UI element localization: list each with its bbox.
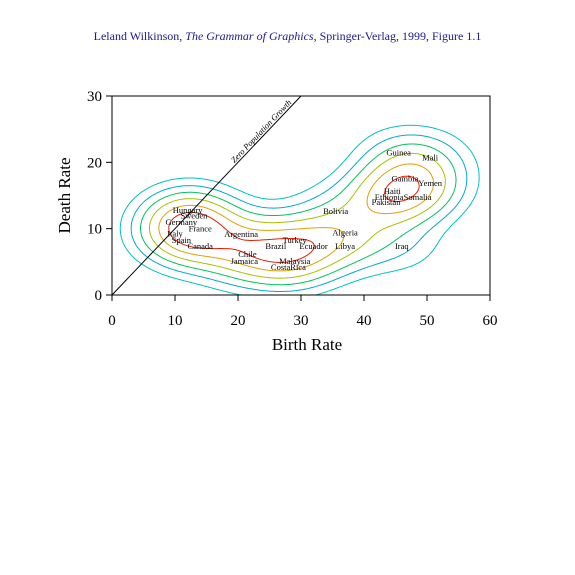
x-axis-label: Birth Rate [272, 335, 342, 354]
density-contour-1 [119, 124, 480, 296]
axes: 0 10 20 30 40 50 60 0 10 20 30 Birth Rate Death Rate [55, 89, 498, 354]
country-label-canada: Canada [187, 241, 213, 251]
x-tick-label: 20 [231, 313, 246, 329]
country-label-spain: Spain [172, 235, 192, 245]
country-label-jamaica: Jamaica [231, 256, 259, 266]
country-label-germany: Germany [165, 217, 197, 227]
country-label-italy: Italy [167, 228, 183, 238]
y-tick-label: 10 [87, 222, 102, 238]
density-contour-5 [158, 163, 435, 272]
density-contour-4 [149, 152, 446, 279]
country-label-haiti: Haiti [384, 186, 402, 196]
country-label-malaysia: Malaysia [279, 256, 310, 266]
country-label-hungary: Hungary [173, 205, 203, 215]
country-label-ecuador: Ecuador [299, 241, 327, 251]
country-label-ethiopia: Ethiopia [375, 192, 404, 202]
x-tick-label: 60 [483, 313, 498, 329]
y-tick-label: 0 [95, 288, 103, 304]
zpg-line [111, 95, 302, 296]
country-label-somalia: Somalia [404, 192, 432, 202]
country-label-gambia: Gambia [391, 173, 418, 183]
country-label-chile: Chile [238, 249, 257, 259]
caption-publisher: , Springer-Verlag, 1999, Figure 1.1 [313, 29, 482, 43]
density-contour-2 [130, 134, 468, 292]
country-label-sweden: Sweden [180, 210, 208, 220]
caption-book-title: The Grammar of Graphics [185, 29, 314, 43]
x-tick-label: 10 [168, 313, 183, 329]
figure-caption: Leland Wilkinson, The Grammar of Graphic… [0, 29, 575, 44]
country-label-yemen: Yemen [418, 178, 442, 188]
country-label-turkey: Turkey [283, 235, 308, 245]
country-label-bolivia: Bolivia [323, 206, 348, 216]
country-label-algeria: Algeria [332, 228, 358, 238]
country-label-pakistan: Pakistan [372, 197, 402, 207]
y-tick-label: 30 [87, 89, 102, 105]
country-label-mali: Mali [422, 153, 439, 163]
y-axis-label: Death Rate [55, 158, 74, 234]
density-contours [119, 124, 480, 296]
country-label-brazil: Brazil [265, 241, 286, 251]
y-tick-label: 20 [87, 155, 102, 171]
x-tick-label: 40 [357, 313, 372, 329]
x-tick-label: 30 [294, 313, 309, 329]
country-label-france: France [189, 224, 212, 234]
country-label-libya: Libya [335, 241, 355, 251]
caption-author: Leland Wilkinson, [93, 29, 186, 43]
country-label-costarica: CostaRica [271, 262, 306, 272]
density-contour-6 [168, 175, 420, 263]
country-label-argentina: Argentina [224, 229, 258, 239]
x-tick-label: 50 [420, 313, 435, 329]
country-label-guinea: Guinea [386, 147, 411, 157]
country-label-iraq: Iraq [395, 241, 409, 251]
zpg-label: Zero Population Growth [229, 97, 294, 164]
x-tick-label: 0 [108, 313, 116, 329]
density-contour-3 [140, 143, 457, 286]
